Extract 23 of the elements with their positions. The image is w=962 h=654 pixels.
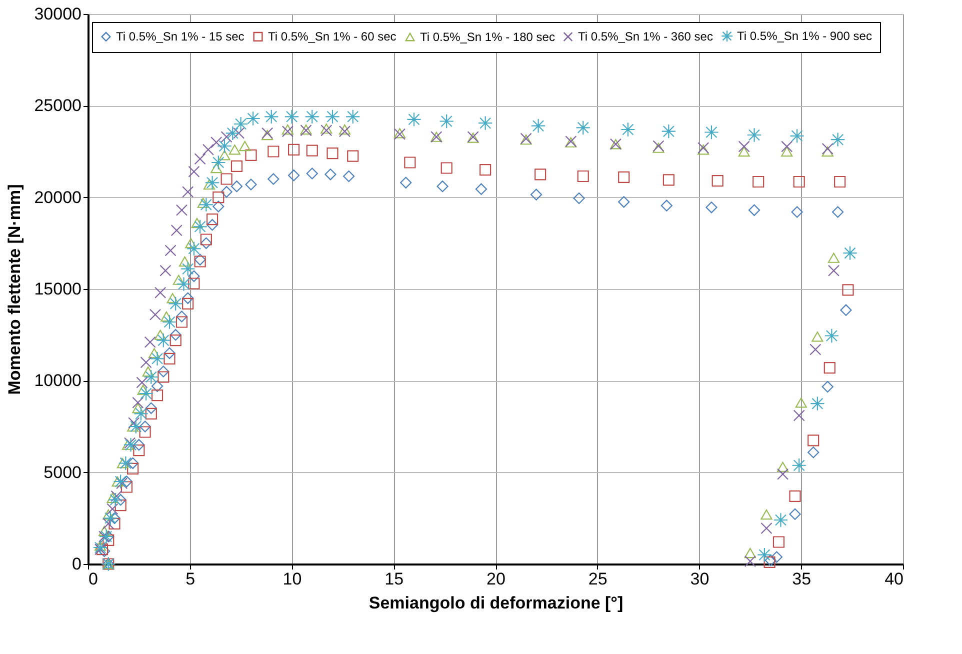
y-axis-title: Momento flettente [N·mm] (5, 184, 24, 395)
y-tick-label: 10000 (34, 371, 82, 390)
x-tick-label: 40 (884, 570, 904, 588)
x-tick-label: 0 (88, 570, 98, 588)
legend-label: Ti 0.5%_Sn 1% - 60 sec (268, 30, 396, 44)
x-axis-title: Semiangolo di deformazione [°] (368, 594, 624, 612)
x-tick-label: 15 (384, 570, 404, 588)
x-tick-label: 25 (588, 570, 608, 588)
y-tick-label: 30000 (34, 4, 82, 24)
x-tick-label: 35 (792, 570, 812, 588)
y-tick-label: 20000 (34, 188, 82, 207)
y-tick-label: 0 (72, 554, 82, 574)
y-tick-label: 25000 (34, 96, 82, 116)
legend-label: Ti 0.5%_Sn 1% - 900 sec (737, 29, 872, 44)
y-tick-label: 15000 (34, 280, 82, 298)
x-tick-label: 10 (282, 570, 302, 588)
x-tick-label: 5 (186, 570, 196, 588)
x-tick-label: 20 (486, 570, 506, 588)
legend-label: Ti 0.5%_Sn 1% - 15 sec (116, 30, 244, 44)
legend-label: Ti 0.5%_Sn 1% - 180 sec (420, 30, 555, 44)
legend-label: Ti 0.5%_Sn 1% - 360 sec (578, 30, 713, 44)
x-tick-label: 30 (690, 570, 710, 588)
y-tick-label: 5000 (44, 462, 82, 482)
